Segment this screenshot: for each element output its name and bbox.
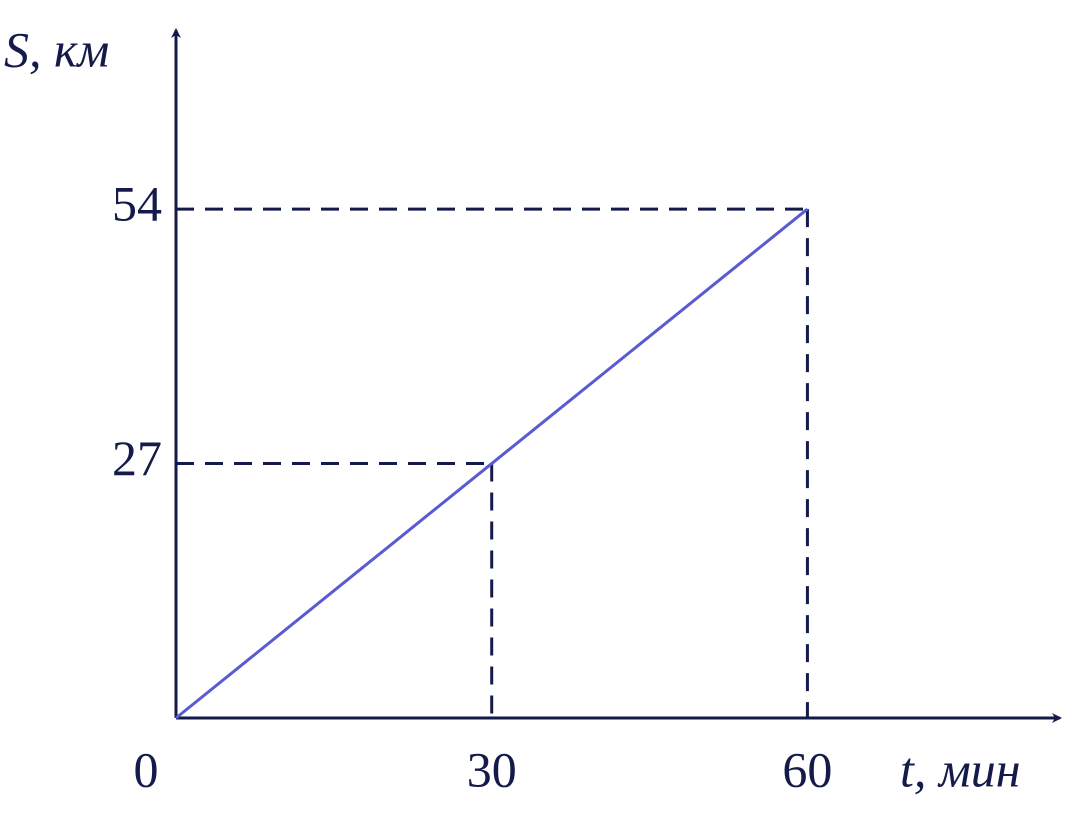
x-axis-label: t, мин [900, 741, 1021, 797]
y-tick-label: 54 [112, 176, 162, 232]
x-tick-label: 30 [467, 741, 517, 797]
y-tick-label: 27 [112, 430, 162, 486]
x-tick-label: 0 [134, 741, 159, 797]
y-axis-label: S, км [4, 21, 109, 77]
data-line [175, 207, 809, 720]
x-tick-label: 60 [782, 741, 832, 797]
